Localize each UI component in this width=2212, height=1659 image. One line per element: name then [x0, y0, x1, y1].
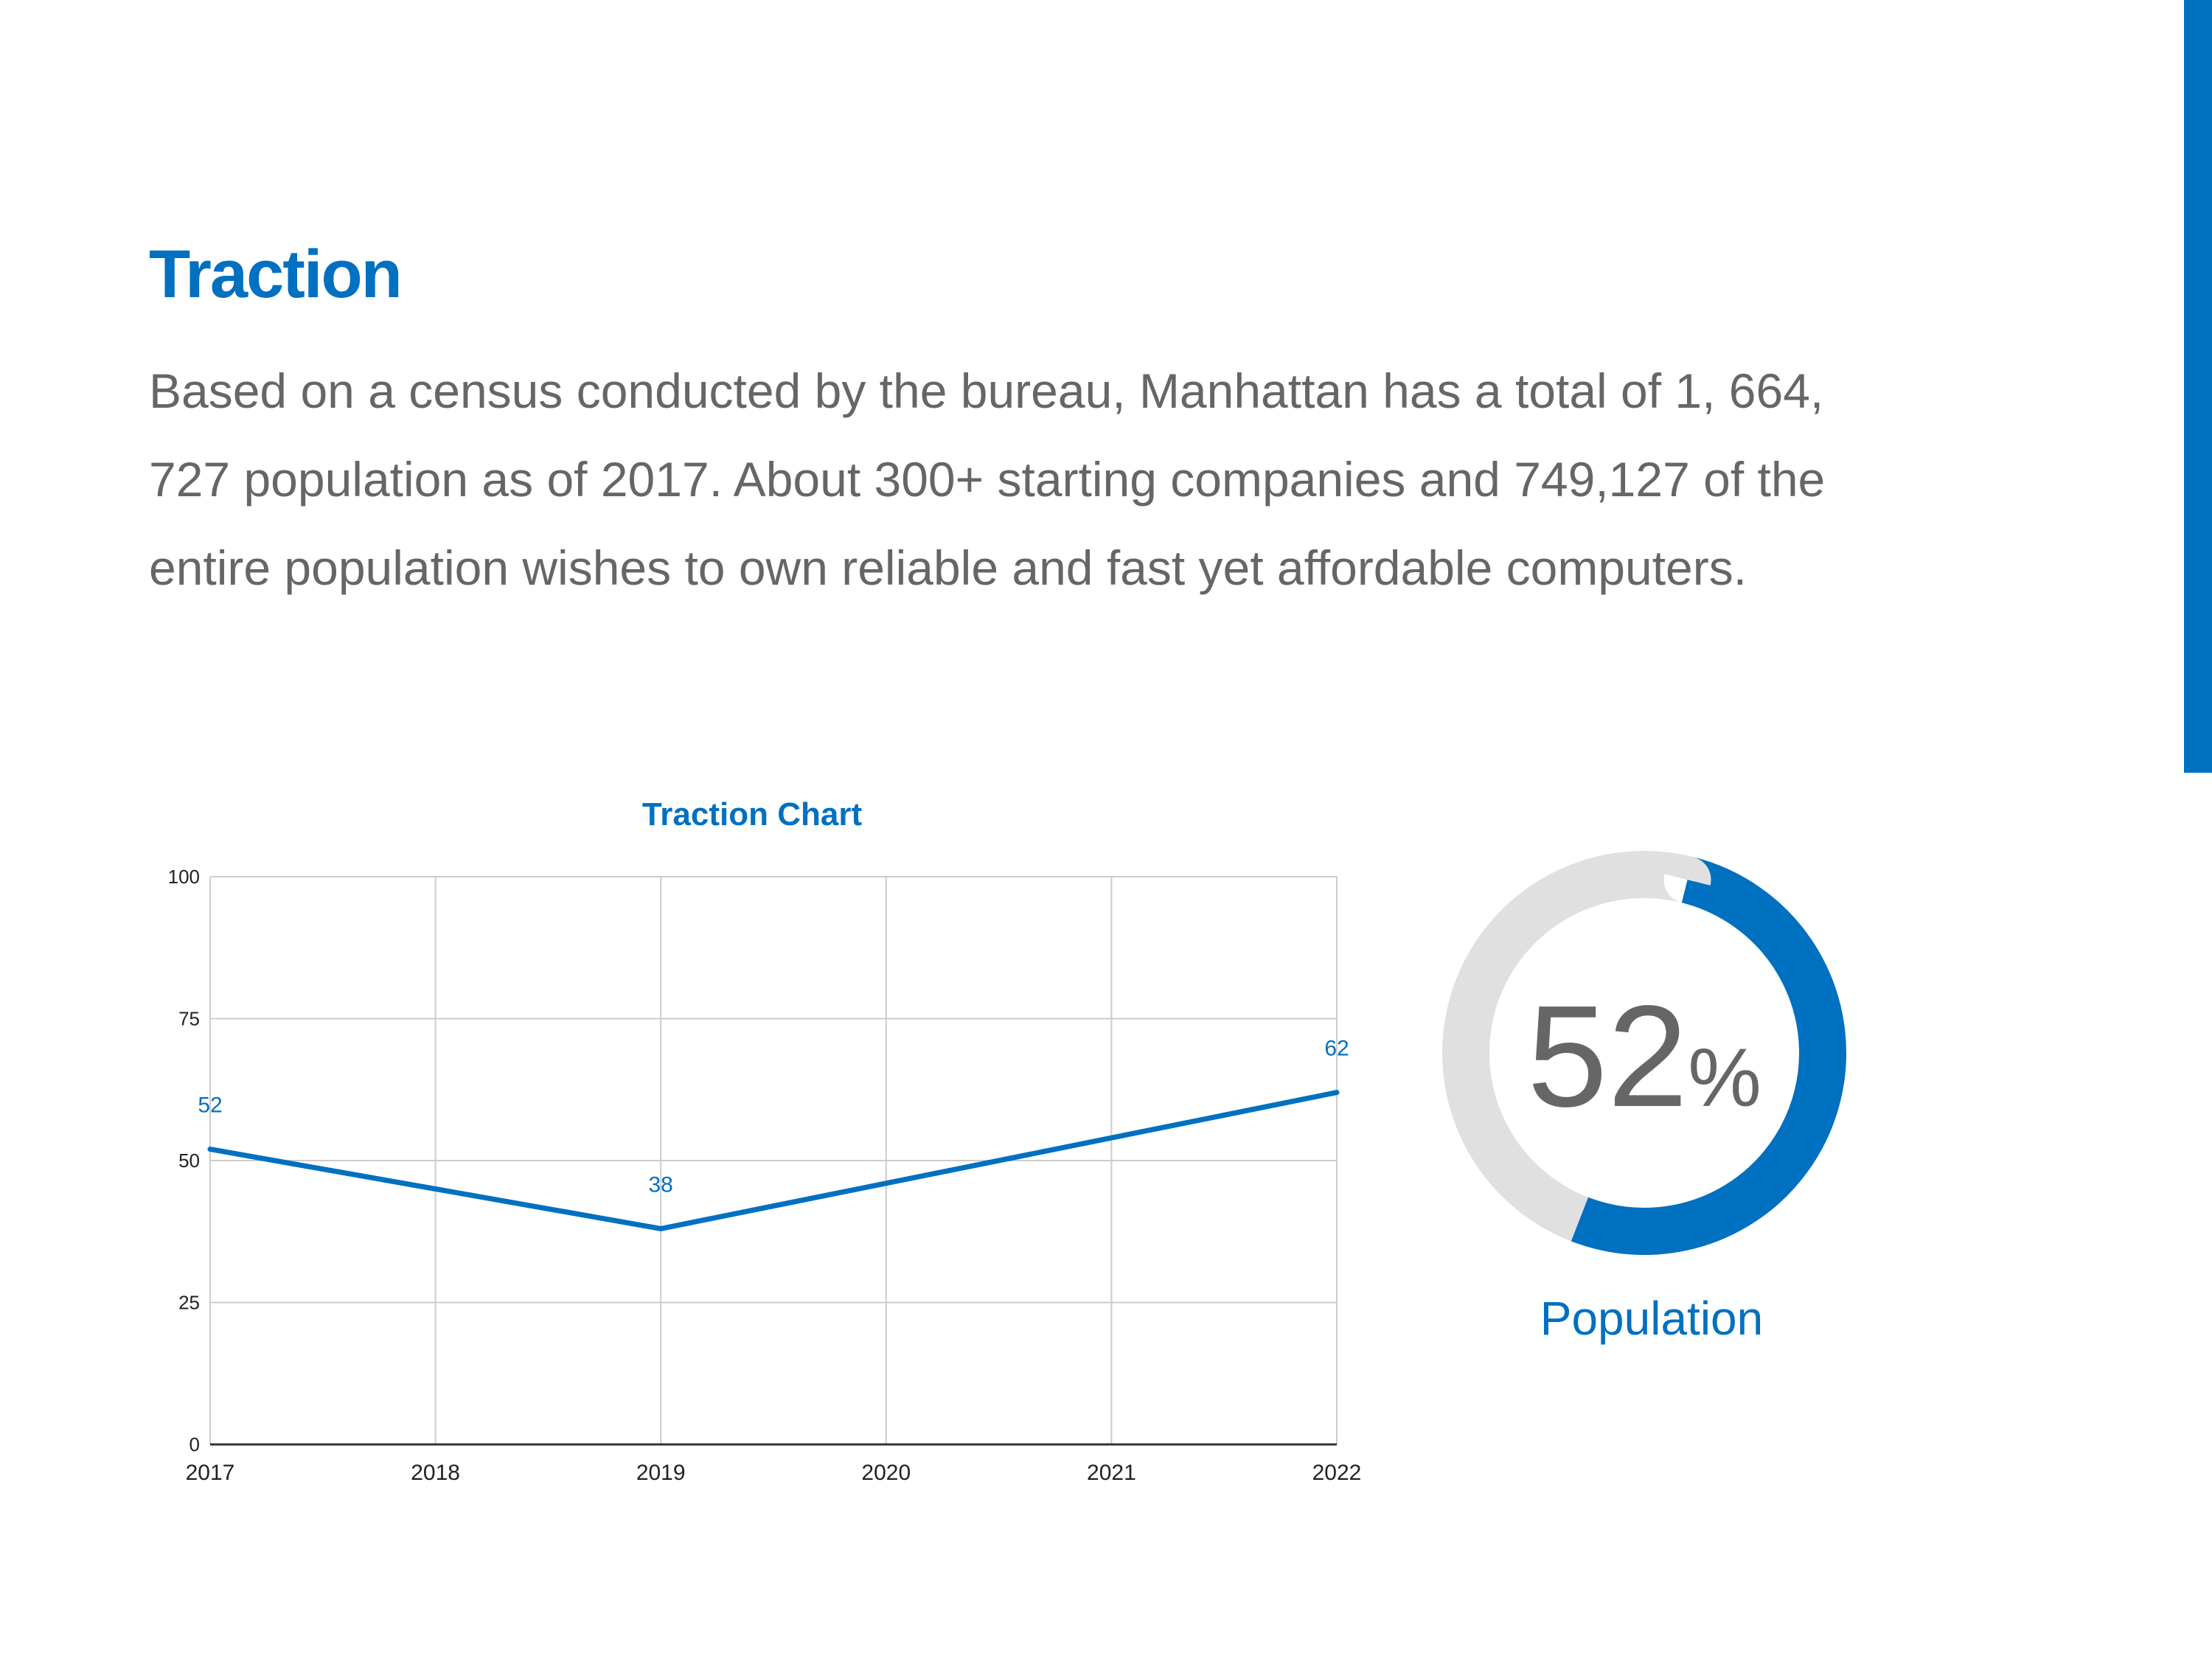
- y-tick-label: 50: [178, 1150, 200, 1172]
- x-tick-label: 2019: [636, 1461, 686, 1485]
- donut-slices: [1442, 851, 1846, 1256]
- x-tick-label: 2021: [1087, 1461, 1136, 1485]
- donut-percent-unit: %: [1688, 1032, 1761, 1124]
- y-tick-label: 75: [178, 1008, 200, 1030]
- body-line: Based on a census conducted by the burea…: [149, 364, 1824, 418]
- accent-bar: [2184, 0, 2212, 773]
- chart-title: Traction Chart: [642, 796, 863, 832]
- body-paragraph: Based on a census conducted by the burea…: [149, 347, 1992, 612]
- data-label: 52: [198, 1093, 222, 1118]
- x-tick-label: 2017: [186, 1461, 235, 1485]
- donut-label: Population: [1540, 1292, 1763, 1345]
- donut-percent-number: 52: [1527, 975, 1688, 1137]
- y-tick-label: 0: [189, 1433, 200, 1455]
- chart-grid: [209, 876, 1338, 1446]
- x-tick-label: 2022: [1312, 1461, 1362, 1485]
- y-tick-label: 25: [178, 1292, 200, 1314]
- x-axis-ticks: 2017 2018 2019 2020 2021 2022: [186, 1461, 1362, 1485]
- slide-title: Traction: [149, 237, 403, 312]
- body-line: entire population wishes to own reliable…: [149, 540, 1747, 595]
- y-tick-label: 100: [168, 866, 200, 888]
- chart-series: [207, 1090, 1340, 1231]
- donut-slice-remainder: [1442, 851, 1846, 1256]
- series-line: [207, 1090, 1340, 1231]
- x-tick-label: 2018: [411, 1461, 460, 1485]
- donut-center-value: 52%: [1527, 975, 1761, 1137]
- data-label: 38: [649, 1172, 673, 1197]
- body-line: 727 population as of 2017. About 300+ st…: [149, 452, 1826, 507]
- x-tick-label: 2020: [861, 1461, 911, 1485]
- data-label: 62: [1324, 1037, 1349, 1061]
- donut-chart: 52% Population: [1442, 851, 1846, 1345]
- data-labels: 52 38 62: [198, 1037, 1349, 1197]
- y-axis-ticks: 0 25 50 75 100: [168, 866, 200, 1455]
